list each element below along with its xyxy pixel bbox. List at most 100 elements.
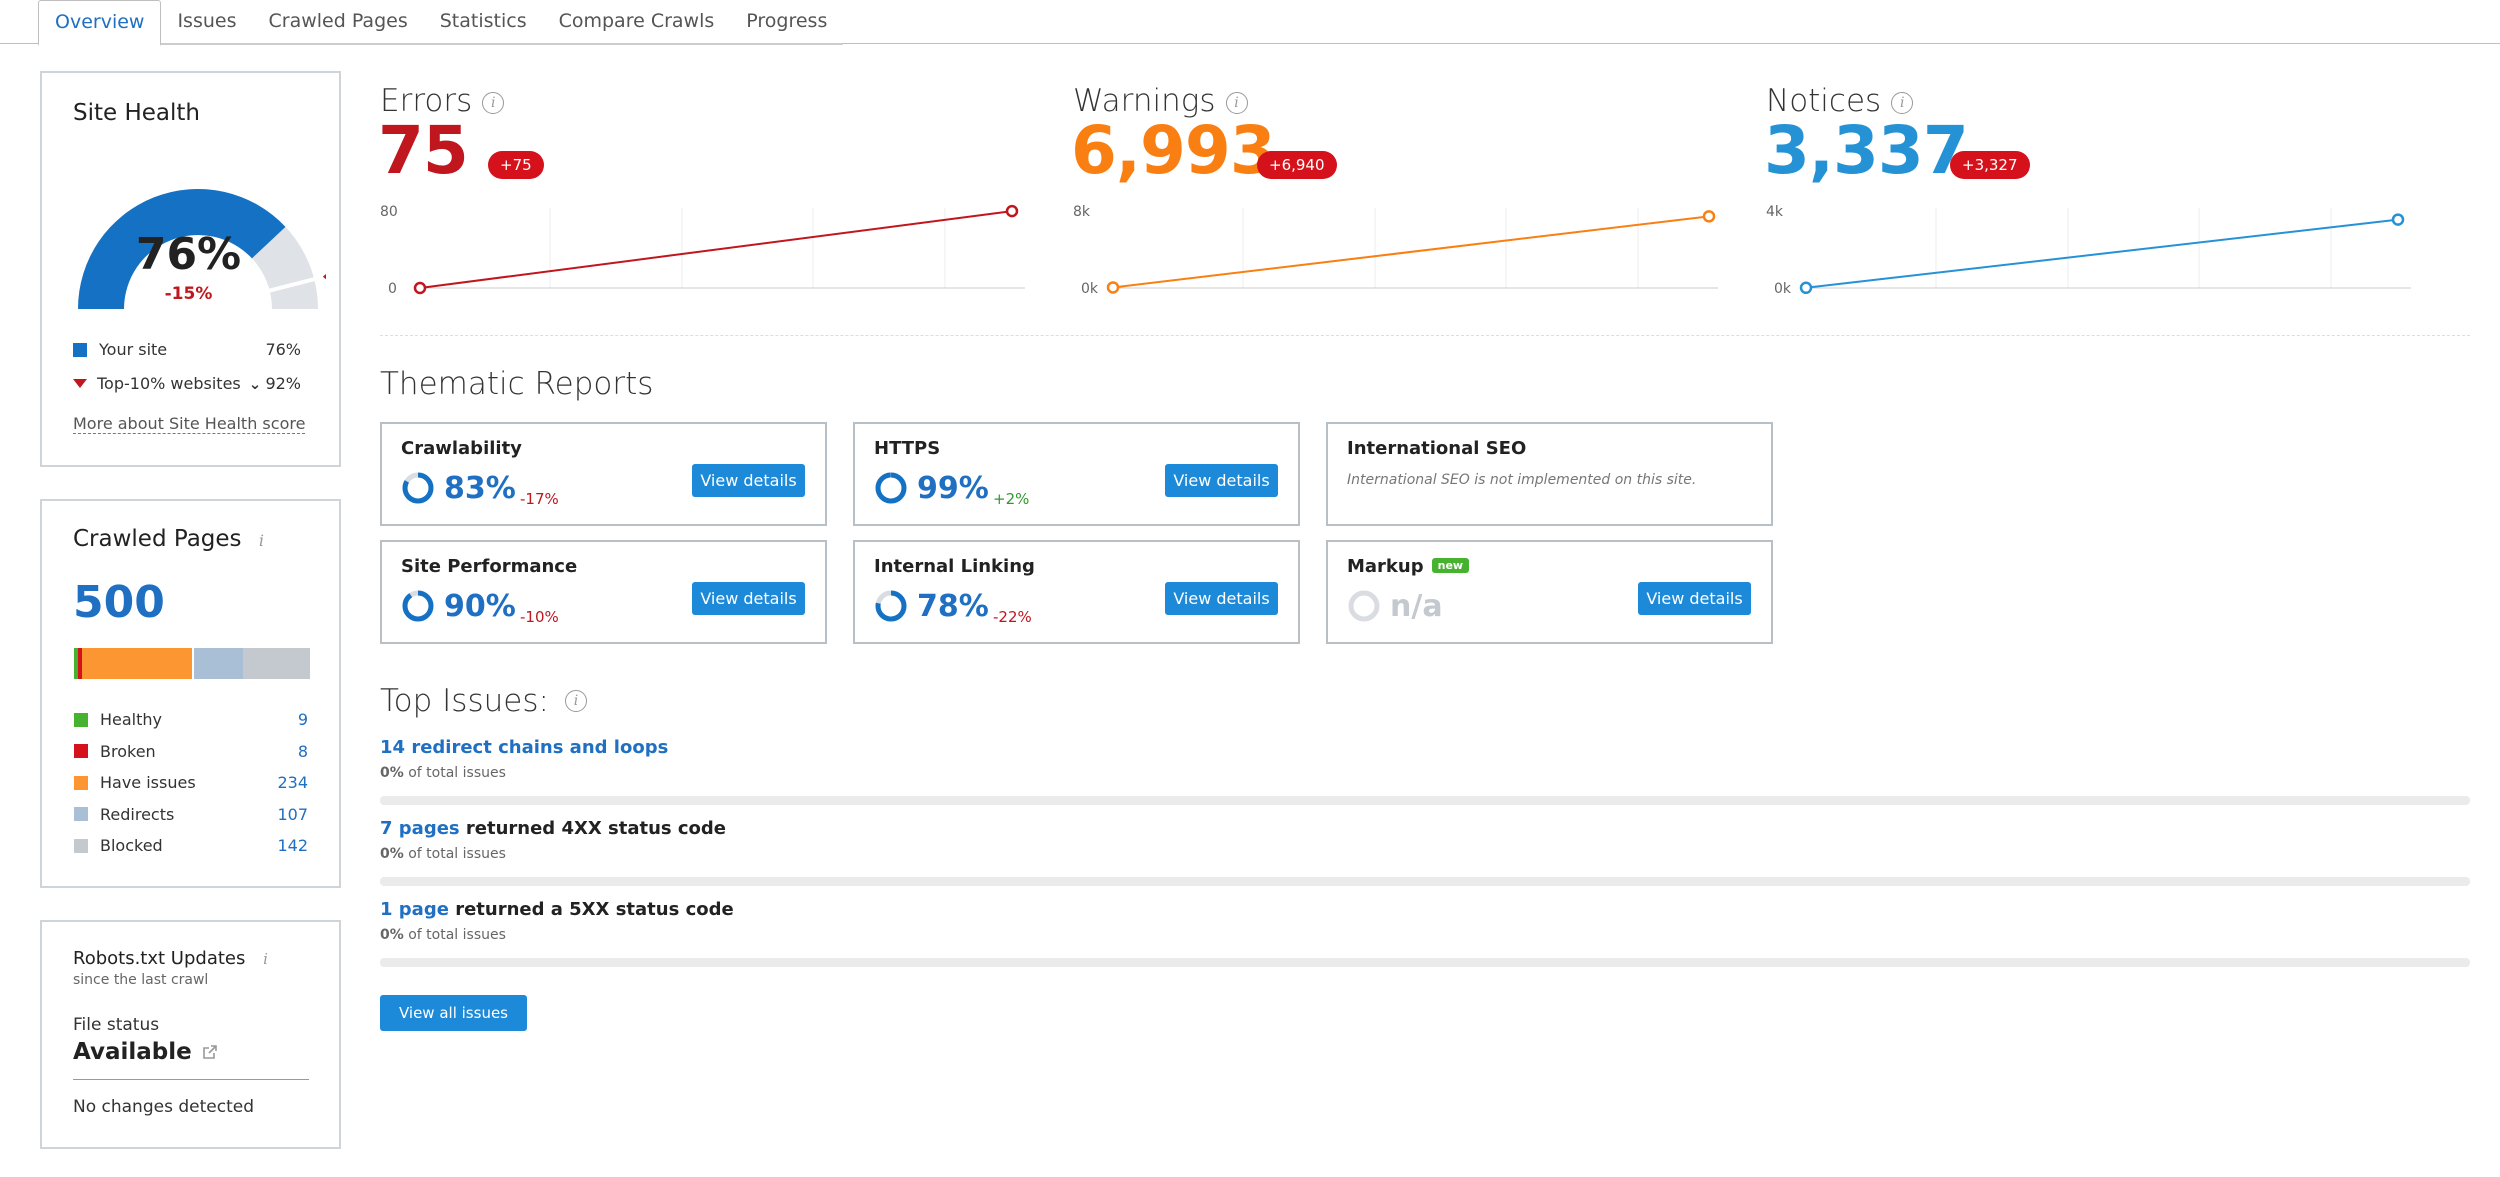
info-icon[interactable]: i [263, 950, 268, 968]
thematic-card-score: 90% [444, 589, 516, 624]
issue-progress-bar [380, 796, 2470, 805]
metric-name: Notices [1766, 83, 1882, 119]
issue-percent: 0% [380, 927, 404, 943]
thematic-card-crawlability[interactable]: Crawlability 83% -17% View details [380, 422, 827, 526]
crawled-pages-title: Crawled Pages [73, 526, 242, 552]
metric-label: Notices i [1766, 83, 1914, 119]
bar-segment[interactable] [78, 648, 82, 679]
info-icon[interactable]: i [564, 690, 587, 712]
robots-title: Robots.txt Updates [73, 948, 246, 969]
metric-delta-badge: +75 [488, 151, 544, 179]
legend-count[interactable]: 9 [297, 710, 308, 729]
y-axis-max: 4k [1766, 204, 1784, 220]
view-all-issues-button[interactable]: View all issues [380, 995, 527, 1031]
chart-point[interactable] [1106, 281, 1120, 294]
thematic-card-https[interactable]: HTTPS 99% +2% View details [853, 422, 1300, 526]
thematic-card-title-text: HTTPS [874, 438, 941, 459]
thematic-card-title: HTTPS [874, 438, 940, 459]
thematic-card-site-performance[interactable]: Site Performance 90% -10% View details [380, 540, 827, 644]
info-icon[interactable]: i [1225, 91, 1248, 114]
top10-value: 92% [265, 374, 301, 393]
metric-chart [413, 204, 1025, 295]
legend-swatch [74, 744, 88, 758]
issue-link[interactable]: 7 pages [380, 818, 460, 839]
thematic-card-delta: +2% [993, 490, 1030, 508]
legend-count[interactable]: 234 [277, 773, 308, 792]
tab-statistics[interactable]: Statistics [423, 0, 543, 45]
legend-count[interactable]: 142 [277, 836, 308, 855]
site-health-delta: -15% [164, 284, 213, 304]
legend-item: Healthy [74, 710, 162, 729]
issue-item: 7 pages returned 4XX status code [380, 818, 726, 839]
bar-segment[interactable] [74, 648, 79, 679]
chart-point[interactable] [1005, 204, 1019, 218]
thematic-card-title: International SEO [1347, 438, 1526, 459]
thematic-card-international-seo[interactable]: International SEO International SEO is no… [1326, 422, 1773, 526]
tab-bar: Overview Issues Crawled Pages Statistics… [38, 0, 844, 46]
top10-label: Top-10% websites [97, 374, 241, 393]
external-link-icon[interactable] [202, 1044, 218, 1060]
issue-text: returned 4XX status code [459, 818, 727, 839]
tab-overview[interactable]: Overview [38, 0, 162, 46]
chart-point[interactable] [2391, 213, 2405, 226]
bar-segment[interactable] [192, 648, 243, 679]
issue-share-label: of total issues [403, 765, 506, 781]
score-ring-icon [875, 472, 907, 504]
tab-issues[interactable]: Issues [161, 0, 253, 45]
thematic-card-internal-linking[interactable]: Internal Linking 78% -22% View details [853, 540, 1300, 644]
chart-point[interactable] [1702, 210, 1716, 223]
metric-value: 6,993 [1071, 112, 1276, 189]
view-details-button[interactable]: View details [1638, 582, 1751, 615]
view-details-button[interactable]: View details [1165, 582, 1278, 615]
top-issues-header: Top Issues: i [380, 683, 587, 719]
legend-swatch [74, 775, 88, 790]
tabs-underline [0, 43, 2500, 44]
metrics-divider [380, 335, 2470, 336]
thematic-card-delta: -22% [993, 608, 1032, 626]
tab-compare-crawls[interactable]: Compare Crawls [542, 0, 731, 45]
info-icon[interactable]: i [1891, 91, 1914, 114]
score-ring-icon [875, 590, 907, 622]
more-about-health-link[interactable]: More about Site Health score [73, 414, 306, 434]
thematic-card-score: 78% [917, 589, 989, 624]
legend-label: Have issues [100, 773, 196, 792]
thematic-card-title-text: International SEO [1347, 438, 1527, 459]
thematic-card-markup[interactable]: Markup new n/a View details [1326, 540, 1773, 644]
info-icon[interactable]: i [482, 91, 505, 114]
metric-name: Errors [380, 83, 473, 119]
thematic-card-title-text: Internal Linking [874, 556, 1035, 577]
bar-segment[interactable] [82, 648, 193, 679]
issue-share-label: of total issues [403, 927, 506, 943]
legend-item: Have issues [74, 773, 196, 792]
chevron-down-icon[interactable]: ⌄ [248, 374, 262, 393]
tab-crawled-pages[interactable]: Crawled Pages [252, 0, 424, 45]
metric-delta-badge: +6,940 [1257, 151, 1337, 179]
site-health-score: 76% [135, 229, 242, 280]
metric-value: 75 [378, 112, 469, 189]
thematic-card-delta: -10% [520, 608, 559, 626]
site-health-card: Site Health 76% -15% Your site 76% Top-1… [40, 71, 341, 467]
chart-point[interactable] [1799, 281, 1813, 295]
issue-link[interactable]: 14 redirect chains and loops [380, 737, 669, 758]
legend-swatch [74, 807, 88, 821]
view-details-button[interactable]: View details [692, 464, 805, 497]
issue-link[interactable]: 1 page [380, 899, 449, 920]
info-icon[interactable]: i [258, 531, 264, 550]
legend-count[interactable]: 8 [297, 741, 308, 761]
view-details-button[interactable]: View details [1165, 464, 1278, 497]
issue-share: 0% of total issues [380, 765, 506, 781]
your-site-value: 76% [265, 340, 301, 359]
tab-progress[interactable]: Progress [730, 0, 844, 45]
legend-count[interactable]: 107 [277, 804, 308, 824]
view-details-button[interactable]: View details [692, 582, 805, 615]
file-status-value: Available [73, 1039, 192, 1065]
bar-segment[interactable] [242, 648, 310, 679]
file-status-label: File status [73, 1015, 160, 1035]
metric-chart [1799, 208, 2411, 295]
legend-top10[interactable]: Top-10% websites ⌄ [73, 374, 261, 393]
crawled-pages-bar [74, 648, 310, 679]
thematic-card-title: Markup new [1347, 556, 1470, 577]
legend-swatch [74, 838, 88, 853]
chart-point[interactable] [413, 281, 427, 295]
issue-percent: 0% [380, 846, 404, 862]
